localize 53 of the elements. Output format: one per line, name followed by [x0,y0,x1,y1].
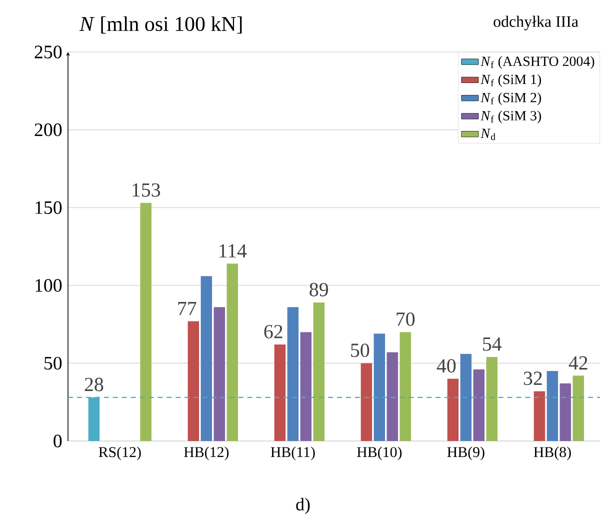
y-tick-label: 0 [54,434,62,448]
y-tick-label: 200 [34,123,62,136]
y-tick-label: 250 [34,46,62,58]
x-tick-label: RS(12) [98,446,141,460]
data-label: 153 [132,183,160,197]
bar [400,332,411,441]
bar [313,302,324,441]
bar [188,321,200,441]
bar [140,202,152,441]
bar [560,383,572,441]
data-label: 50 [351,344,370,358]
data-label: 89 [310,282,328,296]
x-tick-label: HB(10) [357,446,402,460]
bar [534,391,546,441]
bar [486,356,498,441]
bar [447,378,459,441]
bar [546,370,558,441]
legend-label: N$_{d}$ [480,128,496,140]
legend-label: N$_{f}$ (SiM 1) [480,74,542,87]
x-tick-label: HB(12) [184,446,229,460]
legend-label: N$_{f}$ (AASHTO 2004) [480,56,594,69]
bar [287,307,299,441]
y-tick-label: 50 [44,356,62,370]
data-label: 40 [436,359,456,373]
data-label: 70 [396,312,415,326]
bar [274,344,286,441]
data-label: 54 [483,337,502,351]
data-label: 42 [568,356,588,370]
bar [360,363,372,441]
chart-title: odchyłka IIIa [494,16,578,30]
bar [226,264,238,441]
data-label: 77 [178,302,196,316]
data-label: 62 [264,324,282,338]
y-axis-title: N [mln osi 100 kN] [79,16,242,34]
bar [200,276,212,441]
y-tick-label: 100 [36,279,62,292]
x-tick-label: HB(9) [447,446,484,460]
legend-label: N$_{f}$ (SiM 2) [480,92,542,106]
bar [572,376,584,441]
bar [386,352,398,441]
data-label: 28 [84,378,104,392]
text: d) [296,498,310,514]
bar [460,354,472,441]
x-tick-label: HB(8) [534,446,571,460]
legend-label: N$_{f}$ (SiM 3) [480,110,542,124]
bar [214,307,226,441]
bar [473,369,485,441]
data-label: 114 [220,244,247,258]
bar [300,332,312,441]
bar [374,334,386,441]
y-tick-label: 150 [36,201,62,214]
data-label: 32 [524,372,542,386]
x-tick-label: HB(11) [270,446,315,460]
